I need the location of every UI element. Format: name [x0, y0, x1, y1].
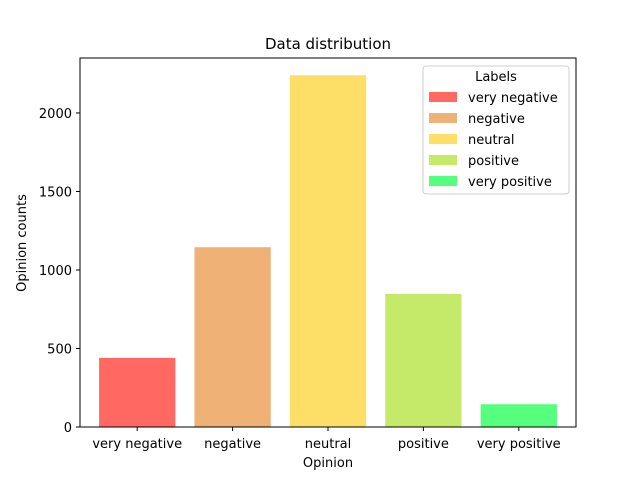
- x-tick-label-very-negative: very negative: [92, 437, 182, 452]
- legend-label-very-positive: very positive: [468, 175, 552, 190]
- legend-swatch-positive: [429, 155, 457, 165]
- y-tick-label-0: 0: [64, 421, 72, 436]
- bar-very-negative: [99, 357, 176, 427]
- y-tick-label-1000: 1000: [39, 264, 72, 279]
- axes-group: very negative negative neutral positive very…: [39, 57, 577, 452]
- legend-title: Labels: [475, 70, 517, 85]
- chart-title: Data distribution: [265, 35, 391, 53]
- x-tick-label-very-positive: very positive: [477, 437, 561, 452]
- legend-swatch-very-positive: [429, 176, 457, 186]
- legend-label-very-negative: very negative: [468, 91, 558, 106]
- legend-swatch-neutral: [429, 134, 457, 144]
- bar-positive: [385, 293, 462, 427]
- bar-very-positive: [480, 404, 557, 427]
- x-tick-label-neutral: neutral: [305, 437, 352, 452]
- bar-negative: [194, 247, 271, 427]
- y-tick-label-1500: 1500: [39, 185, 72, 200]
- legend-frame: [422, 65, 570, 195]
- legend: Labels very negative negative neutral posit…: [422, 65, 570, 195]
- legend-swatch-negative: [429, 113, 457, 123]
- x-tick-label-positive: positive: [398, 437, 449, 452]
- y-axis-label: Opinion counts: [15, 194, 30, 292]
- legend-label-neutral: neutral: [468, 133, 515, 148]
- y-tick-label-2000: 2000: [39, 107, 72, 122]
- bar-neutral: [289, 75, 367, 427]
- x-axis-label: Opinion: [303, 456, 353, 471]
- legend-swatch-very-negative: [429, 92, 457, 102]
- y-tick-label-500: 500: [47, 342, 72, 357]
- bars-group: [99, 75, 557, 427]
- legend-label-positive: positive: [468, 154, 519, 169]
- x-tick-label-negative: negative: [204, 437, 261, 452]
- legend-label-negative: negative: [468, 112, 525, 127]
- legend-items: very negative negative neutral positive very…: [429, 91, 558, 190]
